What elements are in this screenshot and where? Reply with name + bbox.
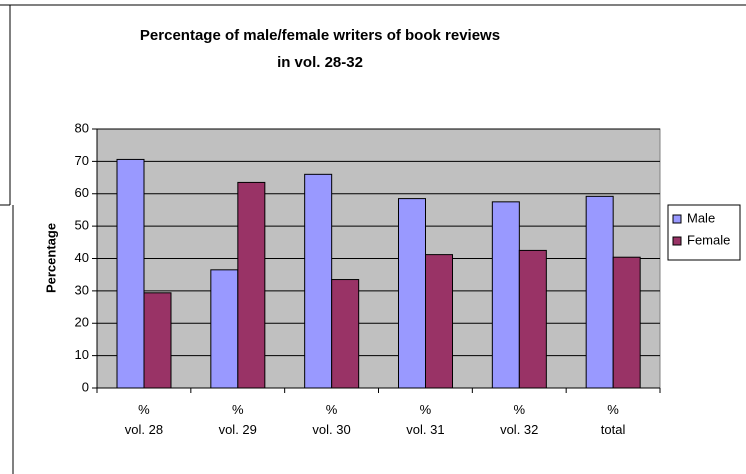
y-tick-label: 40 xyxy=(75,250,89,265)
legend-label: Male xyxy=(687,210,715,225)
y-axis-label: Percentage xyxy=(43,223,58,293)
y-tick-label: 60 xyxy=(75,185,89,200)
y-tick-label: 70 xyxy=(75,153,89,168)
y-tick-label: 30 xyxy=(75,282,89,297)
chart-title: Percentage of male/female writers of boo… xyxy=(139,27,501,71)
x-tick-label: % vol. 29 xyxy=(218,402,257,437)
x-tick-label: % vol. 32 xyxy=(500,402,539,437)
bar xyxy=(116,158,145,389)
x-tick-label: % vol. 30 xyxy=(312,402,351,437)
y-tick-label: 80 xyxy=(75,120,89,135)
x-tick-label: % vol. 28 xyxy=(124,402,164,437)
legend-swatch xyxy=(672,236,682,246)
bar xyxy=(425,254,453,389)
bar xyxy=(237,181,266,389)
bar xyxy=(398,198,426,389)
y-tick-label: 0 xyxy=(82,379,89,394)
legend-label: Female xyxy=(687,232,730,247)
x-tick-label: % total xyxy=(600,402,626,437)
bar xyxy=(210,269,239,389)
bar xyxy=(304,173,333,389)
frame xyxy=(0,4,746,474)
bar xyxy=(331,279,360,389)
x-tick-label: % vol. 31 xyxy=(406,402,445,437)
legend-swatch xyxy=(672,214,682,224)
y-tick-label: 50 xyxy=(75,218,89,233)
bar xyxy=(143,292,172,389)
y-tick-label: 10 xyxy=(75,347,89,362)
bar xyxy=(585,195,614,389)
bar xyxy=(491,201,520,389)
bar xyxy=(612,256,641,389)
y-tick-label: 20 xyxy=(75,315,89,330)
bar xyxy=(518,249,547,389)
legend-box xyxy=(667,204,741,261)
